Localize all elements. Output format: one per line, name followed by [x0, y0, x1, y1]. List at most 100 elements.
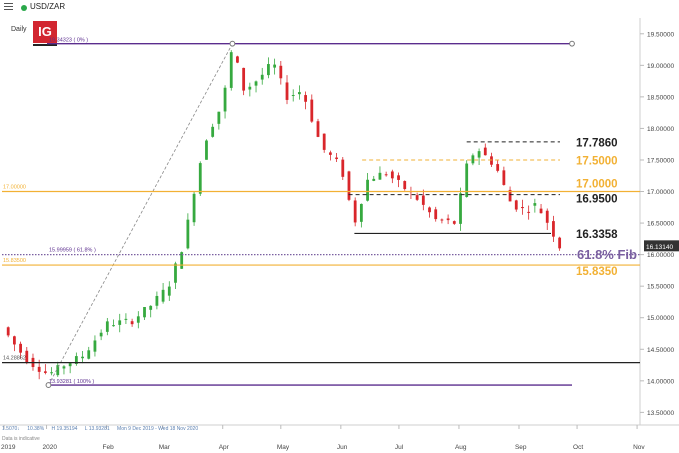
top-bar: USD/ZAR	[0, 0, 679, 16]
candle-down	[397, 175, 400, 180]
candle-down	[415, 195, 419, 200]
y-tick-label: 15.00000	[647, 315, 674, 322]
current-price-tag	[644, 240, 679, 252]
candle-down	[37, 366, 41, 372]
candle-up	[378, 172, 382, 180]
candle-up	[180, 252, 184, 269]
candle-up	[471, 155, 475, 164]
candle-up	[68, 363, 72, 367]
y-tick-label: 17.00000	[647, 189, 674, 196]
candle-down	[19, 343, 22, 353]
candle-up	[366, 179, 369, 201]
y-tick-label: 19.00000	[647, 63, 674, 70]
level-axis-tag: 15.83500	[3, 258, 26, 264]
y-tick-label: 15.50000	[647, 284, 674, 291]
candle-up	[192, 193, 196, 223]
candle-down	[527, 211, 531, 213]
y-tick-label: 17.50000	[647, 157, 674, 164]
candle-up	[223, 87, 227, 112]
candle-up	[118, 320, 122, 325]
y-tick-label: 18.00000	[647, 126, 674, 133]
x-tick-label: Feb	[103, 444, 115, 451]
candle-up	[260, 74, 264, 80]
level-label: 16.9500	[576, 194, 618, 206]
candle-up	[112, 325, 115, 327]
candle-down	[539, 208, 543, 214]
change-value: 1.5070↓	[2, 426, 20, 432]
fib-high-label: 19.34323 ( 0% )	[49, 38, 88, 44]
candle-up	[87, 350, 91, 359]
candle-down	[304, 95, 308, 102]
fib-trend-line	[48, 43, 233, 386]
fib-low-handle	[45, 382, 52, 388]
hamburger-icon[interactable]	[4, 3, 13, 11]
level-axis-tag: 17.00000	[3, 185, 26, 191]
level-label: 17.5000	[576, 155, 618, 167]
y-tick-label: 13.50000	[647, 410, 674, 417]
period-label[interactable]: Daily	[11, 26, 27, 33]
ig-logo: IG	[33, 21, 57, 43]
candle-up	[217, 111, 221, 124]
x-tick-label: Mar	[159, 444, 171, 451]
candle-down	[242, 67, 246, 91]
high-value: H 19.35194	[51, 426, 78, 432]
candle-down	[514, 200, 518, 210]
candle-down	[236, 56, 239, 63]
candle-down	[25, 350, 29, 363]
candle-up	[143, 307, 146, 318]
current-price-label: 16.13140	[646, 244, 673, 251]
low-value: L 13.93281	[84, 426, 110, 432]
candle-down	[310, 99, 314, 122]
candle-up	[136, 316, 140, 323]
candle-down	[384, 174, 388, 176]
y-tick-label: 18.50000	[647, 94, 674, 101]
x-tick-label: Oct	[573, 444, 583, 451]
candle-down	[279, 65, 283, 79]
candle-down	[285, 82, 289, 100]
candle-down	[490, 156, 493, 165]
candle-down	[390, 171, 394, 179]
candle-down	[440, 219, 444, 221]
candle-up	[81, 356, 84, 359]
y-tick-label: 14.00000	[647, 378, 674, 385]
y-tick-label: 16.00000	[647, 252, 674, 259]
candle-up	[372, 178, 376, 181]
candle-down	[341, 159, 345, 177]
candle-down	[316, 121, 320, 137]
candle-up	[465, 163, 469, 197]
level-label: 17.0000	[576, 179, 618, 191]
symbol-label[interactable]: USD/ZAR	[30, 2, 66, 11]
candle-up	[155, 295, 159, 306]
candle-up	[477, 151, 481, 158]
candles-group	[6, 50, 562, 380]
candle-up	[229, 52, 233, 88]
logo-underline	[33, 44, 57, 46]
date-range: Mon 9 Dec 2019 - Wed 18 Nov 2020	[117, 426, 199, 432]
candle-down	[496, 164, 500, 171]
candle-up	[291, 95, 295, 97]
candle-down	[508, 189, 512, 202]
candle-down	[428, 207, 431, 213]
candle-down	[353, 200, 357, 223]
candle-up	[56, 365, 60, 376]
x-tick-label: 2020	[43, 444, 58, 451]
fib-end-handle	[569, 40, 575, 47]
candle-up	[74, 356, 78, 365]
candle-down	[130, 321, 134, 325]
candle-up	[533, 203, 537, 206]
level-label: 15.8350	[576, 266, 618, 278]
level-label: 61.8% Fib	[577, 247, 637, 262]
x-tick-label: Sep	[515, 444, 527, 451]
fib-618-tag: 15.99959 ( 61.8% )	[49, 248, 96, 254]
candle-up	[149, 305, 153, 310]
candle-down	[421, 195, 425, 205]
level-label: 16.3358	[576, 229, 618, 241]
y-tick-label: 14.50000	[647, 347, 674, 354]
candle-down	[434, 209, 438, 220]
candle-up	[99, 332, 103, 337]
level-label: 17.7860	[576, 137, 618, 149]
candle-up	[267, 64, 270, 76]
candle-up	[93, 340, 97, 352]
candle-down	[558, 237, 562, 249]
